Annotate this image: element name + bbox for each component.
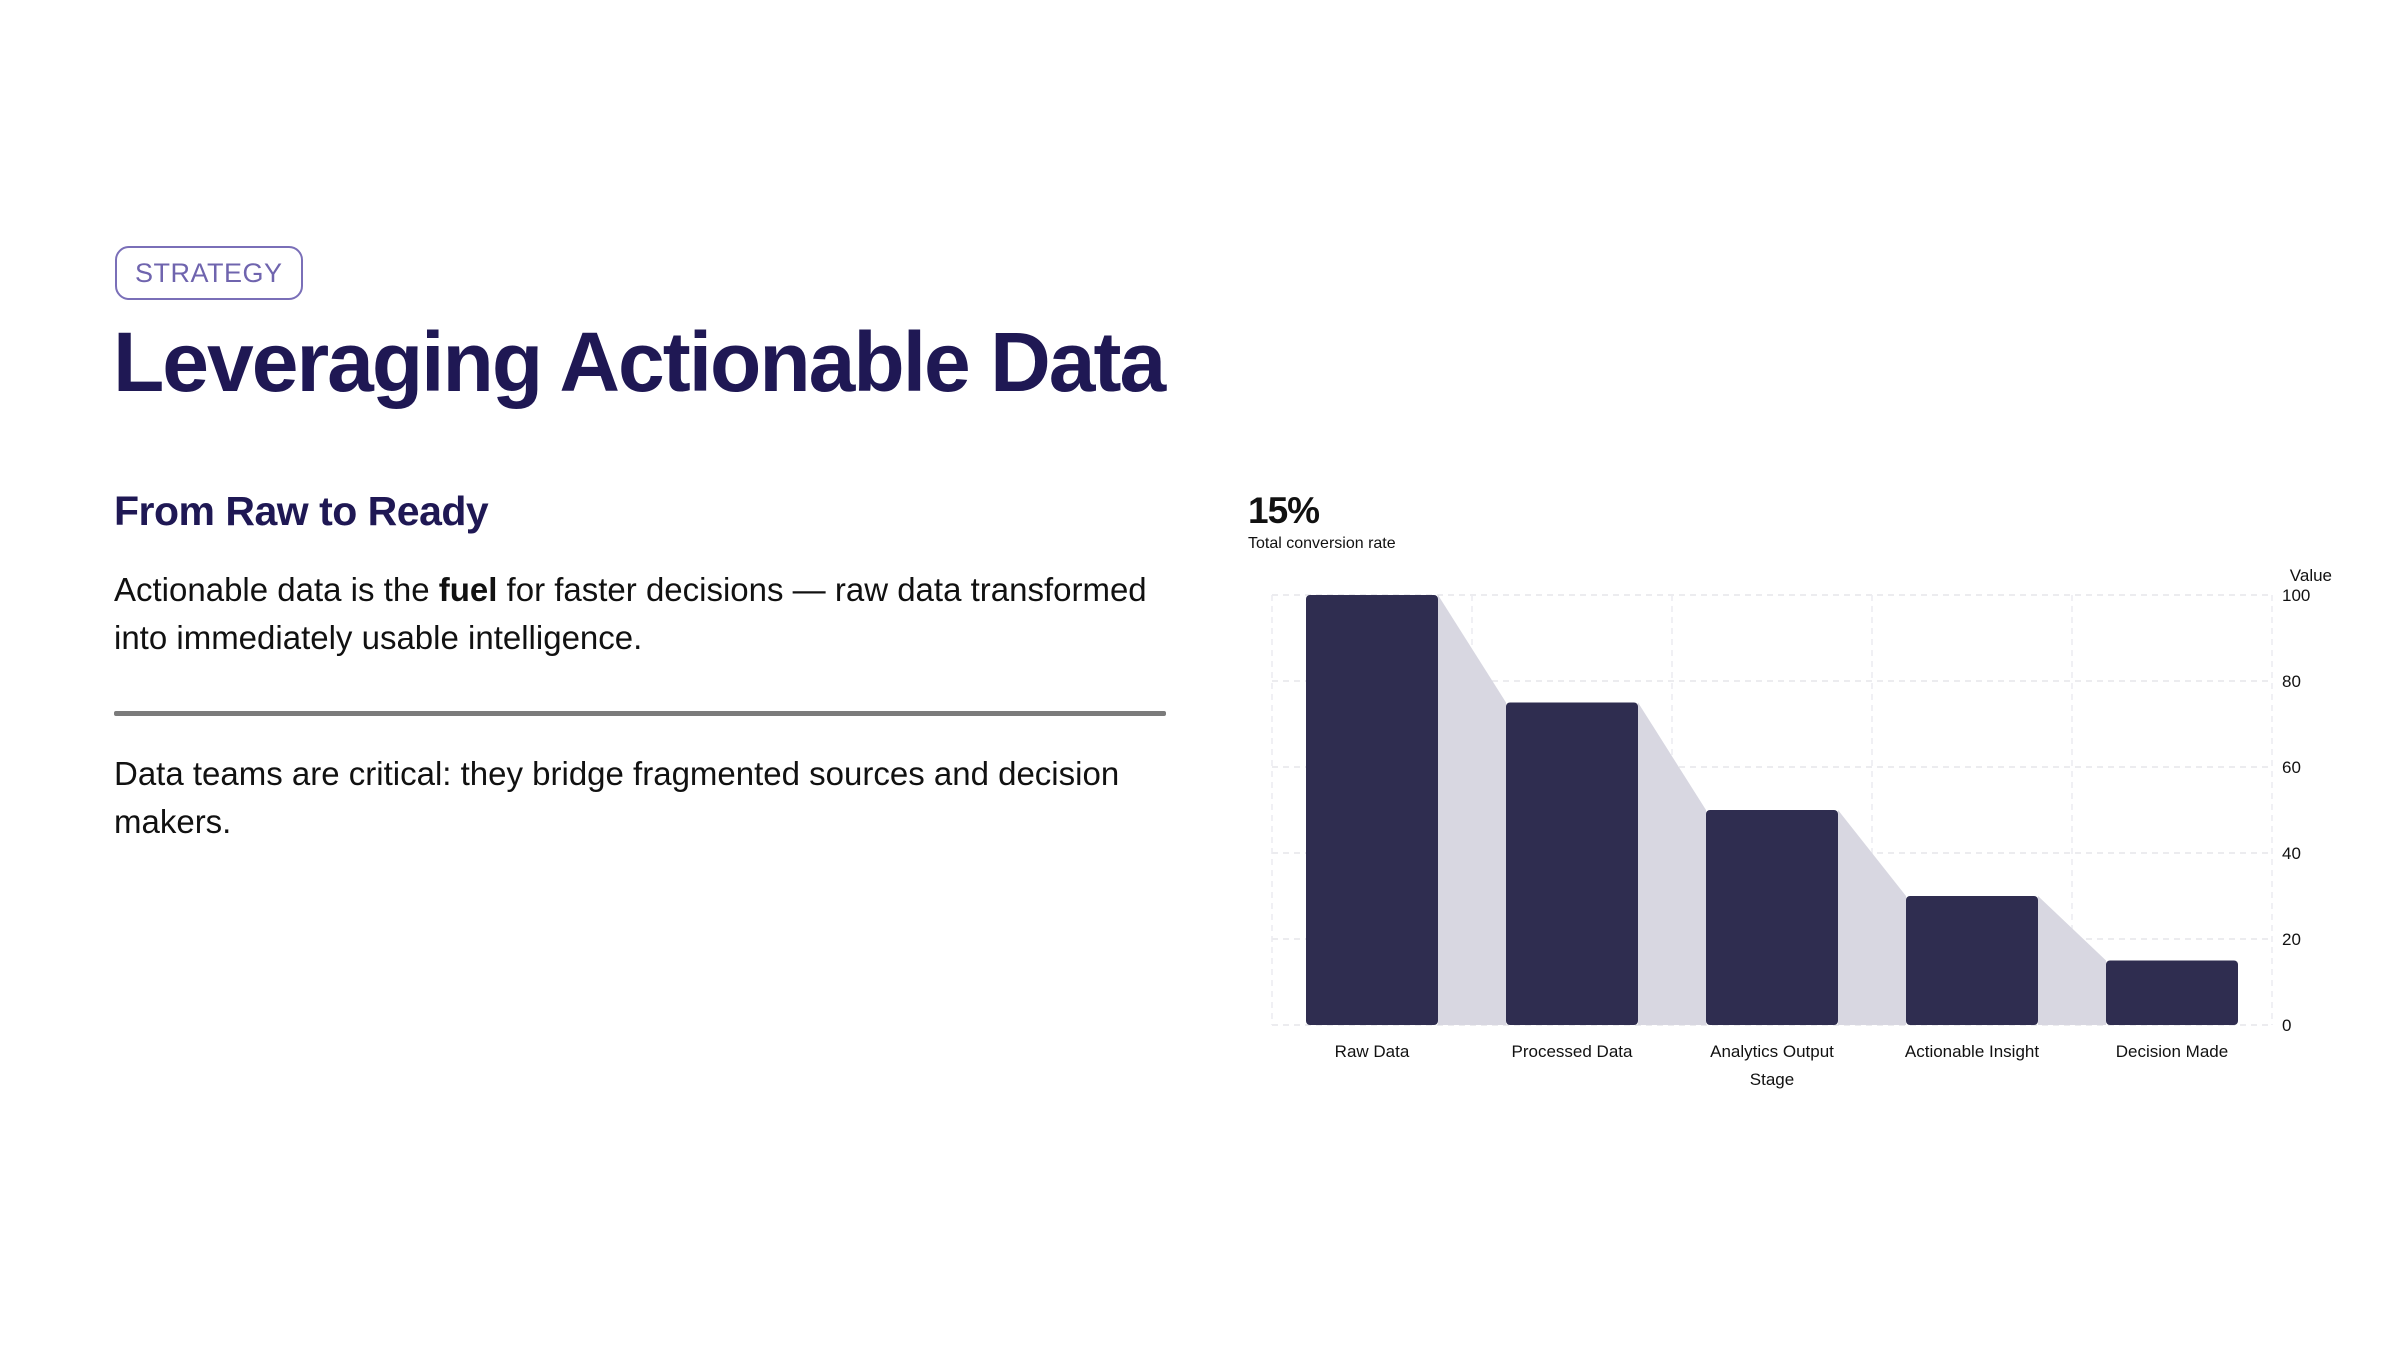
chart-bars [1306,595,2238,1025]
y-tick-label: 40 [2282,844,2301,863]
y-tick-label: 60 [2282,758,2301,777]
intro-paragraph: Actionable data is the fuel for faster d… [114,566,1184,662]
funnel-connector [1638,702,1706,1025]
y-tick-label: 0 [2282,1016,2291,1035]
bar-3 [1906,896,2038,1025]
team-paragraph: Data teams are critical: they bridge fra… [114,755,1120,840]
bar-2 [1706,810,1838,1025]
y-tick-label: 80 [2282,672,2301,691]
intro-emphasis: fuel [438,571,498,608]
bar-0 [1306,595,1438,1025]
section-subtitle: From Raw to Ready [114,488,489,534]
y-tick-label: 100 [2282,586,2310,605]
funnel-connector [1438,595,1506,1025]
page-title: Leveraging Actionable Data [113,315,1166,409]
intro-text-start: Actionable data is the [114,571,439,608]
section-divider [114,711,1166,716]
kpi-label: Total conversion rate [1248,535,1396,552]
x-tick-label: Actionable Insight [1905,1042,2039,1061]
x-tick-label: Analytics Output [1710,1042,1834,1061]
intro-text-end: for faster decisions — raw data transfor… [114,571,1147,656]
x-tick-label: Decision Made [2116,1042,2228,1061]
chart-axes: 0 20 40 60 80 100 Raw Data Processed Data Analyt… [1335,566,2332,1089]
funnel-connector [2038,896,2106,1025]
x-tick-label: Processed Data [1512,1042,1633,1061]
chart-connectors [1438,595,2106,1025]
funnel-connector [1838,810,1906,1025]
bar-4 [2106,960,2238,1025]
funnel-bar-chart: 0 20 40 60 80 100 Raw Data Processed Data Analyt… [1271,566,2332,1089]
x-axis-title: Stage [1750,1070,1794,1089]
bar-1 [1506,702,1638,1025]
category-tag: STRATEGY [115,246,303,300]
y-tick-label: 20 [2282,930,2301,949]
x-tick-label: Raw Data [1335,1042,1410,1061]
y-axis-title: Value [2290,566,2332,585]
kpi-value: 15% [1248,490,1320,531]
